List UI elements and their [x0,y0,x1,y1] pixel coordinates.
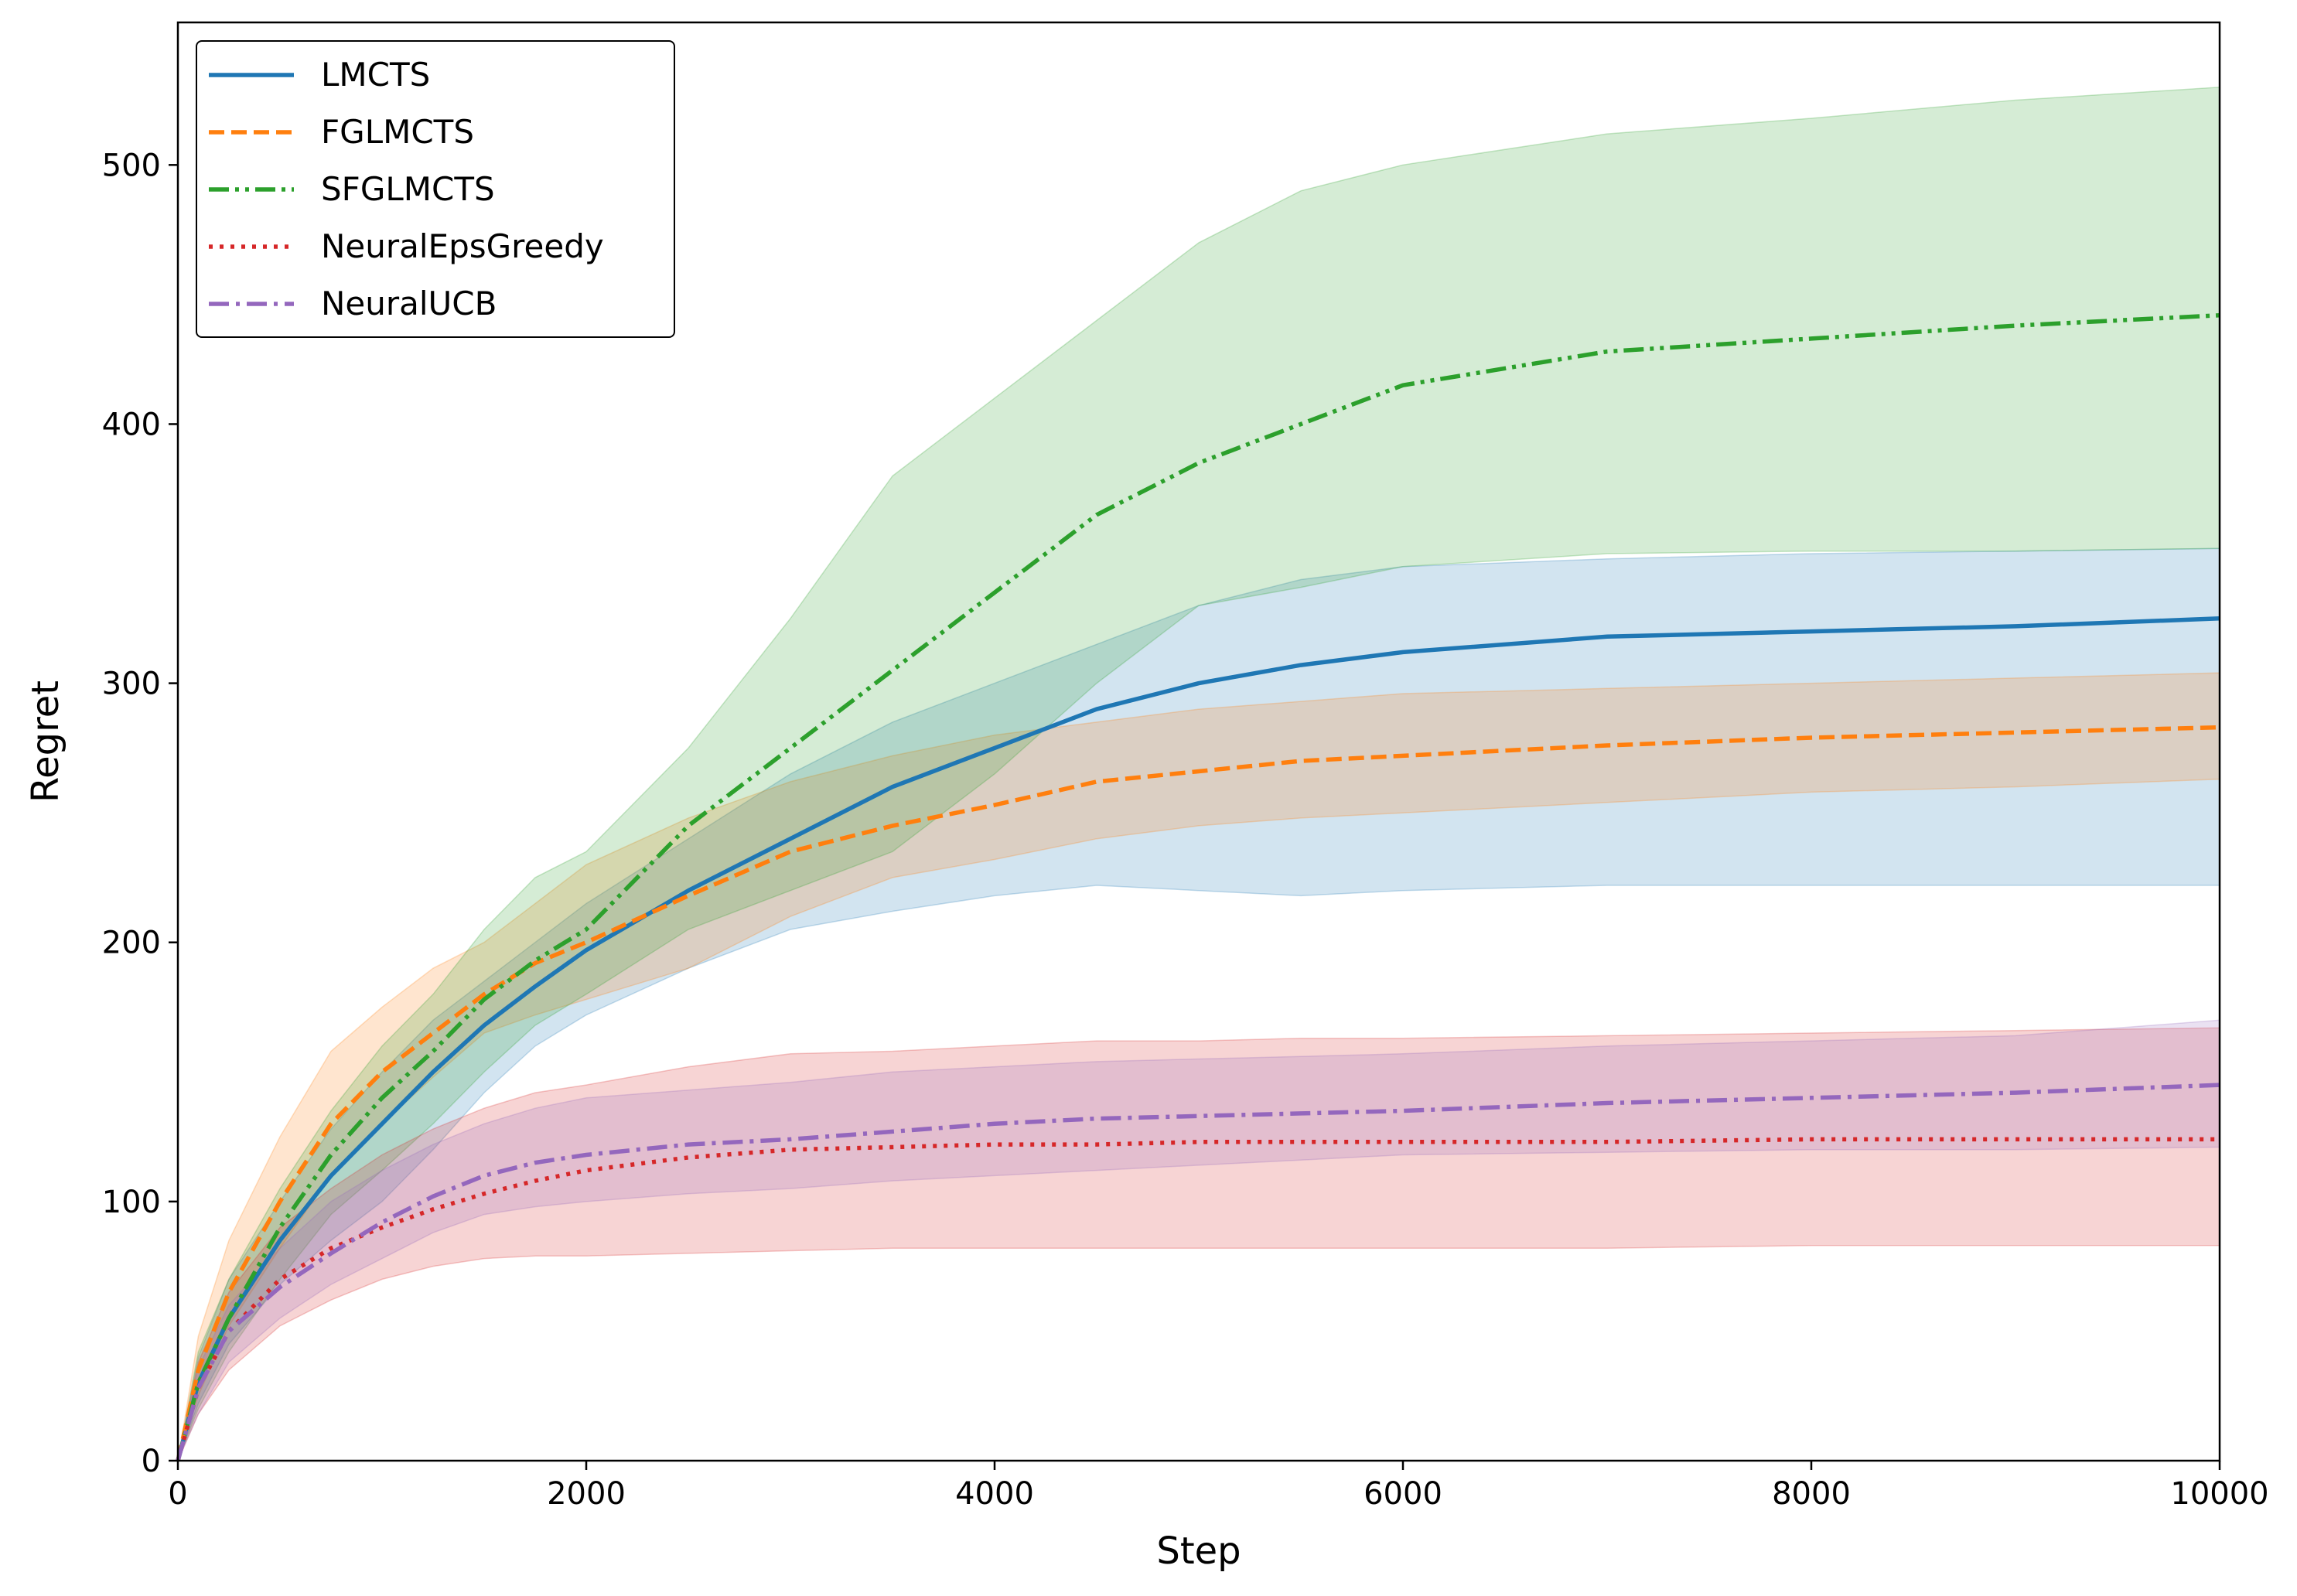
legend: LMCTS FGLMCTS SFGLMCTS NeuralEpsGreedy Neura… [196,40,675,338]
x-tick-label: 4000 [955,1476,1034,1512]
line-fglmcts [176,725,2220,1461]
legend-label-fglmcts: FGLMCTS [321,113,474,151]
x-tick-label: 8000 [1772,1476,1851,1512]
line-sfglmcts [176,312,2220,1461]
y-tick-label: 200 [102,926,161,961]
legend-box [196,40,675,338]
line-lmcts [176,616,2220,1461]
y-axis-label: Regret [24,680,67,803]
y-axis-ticks: 0 100 200 300 400 500 [102,148,178,1479]
legend-label-lmcts: LMCTS [321,56,430,94]
x-tick-label: 0 [168,1476,187,1512]
x-axis-ticks: 0 2000 4000 6000 8000 10000 [168,1461,2269,1512]
line-neuralepsgreedy [176,1137,2220,1461]
x-axis-label: Step [1156,1530,1241,1573]
y-tick-label: 400 [102,407,161,442]
y-tick-label: 0 [142,1444,161,1479]
y-tick-label: 300 [102,667,161,702]
y-tick-label: 500 [102,148,161,183]
legend-label-neuralucb: NeuralUCB [321,285,497,322]
plot-frame [176,21,2221,1462]
line-neuralucb [176,1083,2220,1461]
series-lines [176,312,2220,1461]
y-tick-label: 100 [102,1185,161,1220]
x-tick-label: 10000 [2170,1476,2268,1512]
legend-label-neuralepsgreedy: NeuralEpsGreedy [321,227,604,265]
legend-label-sfglmcts: SFGLMCTS [321,170,495,208]
x-tick-label: 2000 [547,1476,626,1512]
x-tick-label: 6000 [1364,1476,1442,1512]
